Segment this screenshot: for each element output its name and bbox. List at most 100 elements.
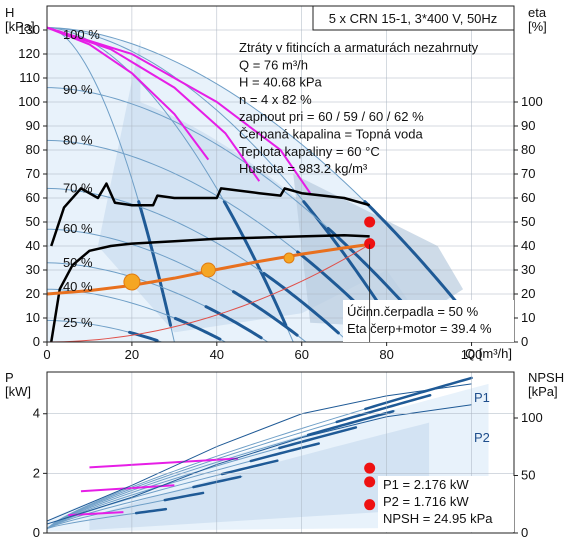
qh-ylabel: H xyxy=(5,5,14,20)
power-curve-thick xyxy=(220,459,279,476)
qh-y2tick-label: 100 xyxy=(521,94,543,109)
power-frame xyxy=(46,371,515,534)
qh-xtick-label: 20 xyxy=(125,347,139,362)
npsh-ytick-label: 0 xyxy=(521,525,528,540)
qh-y2tick-label: 40 xyxy=(521,238,535,253)
duty-point-marker xyxy=(200,262,216,278)
qh-ytick-label: 10 xyxy=(26,310,40,325)
power-ytick-label: 2 xyxy=(33,465,40,480)
qh-ytick-label: 70 xyxy=(26,166,40,181)
p2-curve xyxy=(47,404,472,525)
qh-y2tick-label: 0 xyxy=(521,334,528,349)
p1-curve xyxy=(47,383,472,522)
speed-label: 40 % xyxy=(63,279,93,294)
power-curve-thick xyxy=(249,442,320,463)
qh-ytick-label: 120 xyxy=(18,46,40,61)
qh-xtick-label: 40 xyxy=(210,347,224,362)
power-curve-thick xyxy=(134,507,168,515)
power-efficiency-segment xyxy=(89,457,239,469)
p2-series-label: P2 xyxy=(474,430,490,445)
qh-ytick-label: 20 xyxy=(26,286,40,301)
info-line: Teplota kapaliny = 60 °C xyxy=(239,144,380,159)
efficiency-line: Účinn.čerpadla = 50 % xyxy=(347,304,479,319)
qh-ytick-label: 110 xyxy=(19,70,40,85)
qh-ytick-label: 30 xyxy=(26,262,40,277)
red-marker xyxy=(364,238,376,250)
qh-y2tick-label: 60 xyxy=(521,190,535,205)
qh-xlabel: Q [m³/h] xyxy=(465,346,512,361)
power-curve-thick xyxy=(278,426,358,450)
red-marker xyxy=(364,216,376,228)
pump-curve-thick xyxy=(173,316,222,341)
power-red-marker xyxy=(364,462,376,474)
pump-curve-thick xyxy=(222,200,288,327)
power-curve-thick xyxy=(335,393,432,424)
power-curve-thick xyxy=(306,410,395,437)
power-ytick-label: 4 xyxy=(33,406,40,421)
pump-curve-thick xyxy=(137,200,173,327)
qh-xtick-label: 80 xyxy=(379,347,393,362)
load-curve xyxy=(47,243,370,342)
pump-curve-thick xyxy=(231,290,299,337)
speed-label: 100 % xyxy=(63,27,100,42)
qh-y2tick-label: 90 xyxy=(521,118,535,133)
qh-ytick-label: 100 xyxy=(18,94,40,109)
speed-label: 80 % xyxy=(63,132,93,147)
qh-ytick-label: 50 xyxy=(26,214,40,229)
power-band-mid xyxy=(89,422,430,531)
qh-ytick-label: 90 xyxy=(26,118,40,133)
p1-series-label: P1 xyxy=(474,390,490,405)
range-band-dark xyxy=(293,174,464,328)
duty-point-marker xyxy=(283,252,295,264)
efficiency-curve xyxy=(47,26,312,194)
qh-y2tick-label: 30 xyxy=(521,262,535,277)
qh-y2tick-label: 70 xyxy=(521,166,535,181)
qh-y2tick-label: 20 xyxy=(521,286,535,301)
info-line: Q = 76 m³/h xyxy=(239,57,308,72)
speed-label: 60 % xyxy=(63,221,93,236)
info-line: Čerpaná kapalina = Topná voda xyxy=(239,127,423,142)
npsh-limit-curve-lower xyxy=(50,233,370,342)
speed-label: 90 % xyxy=(63,82,93,97)
power-readout-line: P2 = 1.716 kW xyxy=(383,494,469,509)
power-ylabel: P xyxy=(5,370,14,385)
power-red-marker xyxy=(364,476,376,488)
qh-ylabel: [kPa] xyxy=(5,19,35,34)
title-box xyxy=(312,5,515,31)
power-ytick-label: 0 xyxy=(33,525,40,540)
qh-xtick-label: 0 xyxy=(43,347,50,362)
npsh-limit-curve-upper xyxy=(50,182,370,247)
power-readout-line: P1 = 2.176 kW xyxy=(383,477,469,492)
efficiency-curve xyxy=(47,26,261,182)
qh-y2tick-label: 10 xyxy=(521,310,535,325)
qh-y2tick-label: 80 xyxy=(521,142,535,157)
qh-y2tick-label: 50 xyxy=(521,214,535,229)
efficiency-box xyxy=(343,300,514,342)
pump-curve-thick xyxy=(128,330,159,342)
info-line: n = 4 x 82 % xyxy=(239,92,312,107)
npsh-ytick-label: 50 xyxy=(521,468,535,483)
npsh-ylabel: [kPa] xyxy=(528,384,558,399)
qh-y2label: [%] xyxy=(528,19,547,34)
duty-point-marker xyxy=(123,273,141,291)
efficiency-curve xyxy=(47,26,210,161)
speed-label: 70 % xyxy=(63,180,93,195)
qh-ytick-label: 0 xyxy=(33,334,40,349)
pump-curve-thick xyxy=(204,305,263,340)
npsh-ytick-label: 100 xyxy=(521,410,543,425)
power-efficiency-segment xyxy=(80,484,175,493)
qh-ytick-label: 60 xyxy=(26,190,40,205)
power-readout-box xyxy=(378,476,514,532)
qh-xtick-label: 100 xyxy=(461,347,483,362)
info-line: Ztráty v fitincích a armaturách nezahrnu… xyxy=(239,40,479,55)
qh-ytick-label: 80 xyxy=(26,142,40,157)
speed-label: 50 % xyxy=(63,255,93,270)
power-curve-thick xyxy=(163,491,205,502)
qh-ytick-label: 130 xyxy=(18,22,40,37)
qh-y2label: eta xyxy=(528,5,547,20)
qh-xtick-label: 60 xyxy=(294,347,308,362)
efficiency-line: Eta čerp+motor = 39.4 % xyxy=(347,321,492,336)
pump-curve-thick xyxy=(262,271,340,335)
